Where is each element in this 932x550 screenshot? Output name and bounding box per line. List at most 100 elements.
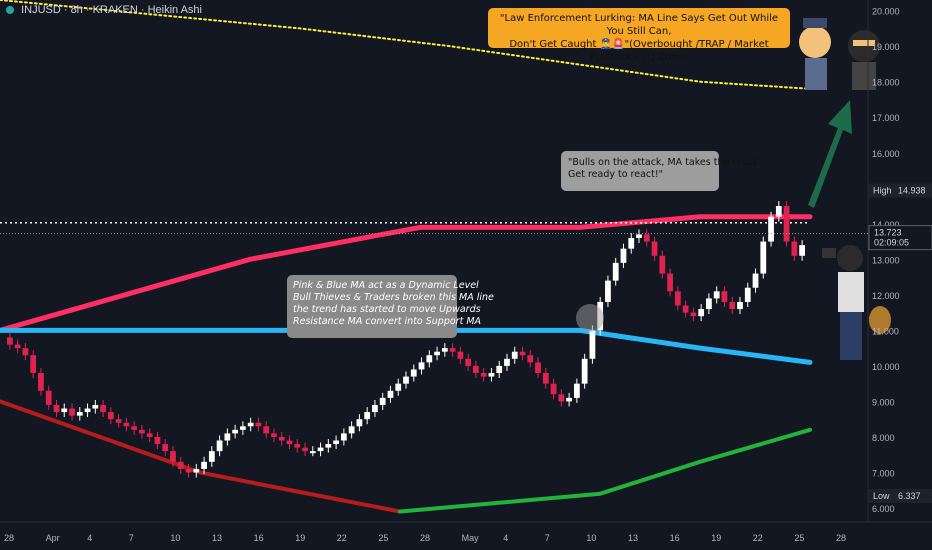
thief-mask-icon [853,40,875,46]
candle-body [426,355,433,363]
candle-body [170,451,176,462]
time-tick-label: 10 [586,533,596,543]
candle-body [84,408,91,413]
candle-body [263,426,270,434]
candle-body [504,358,510,366]
candle-body [107,412,114,420]
time-scale[interactable]: 28 Apr 4 7 10 13 16 19 22 25 28 May 4 7 10 13 16 19 22 25 28 [0,521,932,543]
candle-body [434,351,440,356]
candle-body [465,358,472,366]
time-tick-label: 7 [129,533,134,543]
candle-body [216,440,223,452]
candle-body [364,412,371,420]
candle-body [201,461,207,469]
thief-legs-icon [840,312,862,360]
time-tick-label: 19 [711,533,721,543]
price-tick-label: 8.000 [872,433,895,443]
candle-body [333,440,339,445]
time-tick-label: 4 [87,533,92,543]
thief-bottom-icon [837,245,863,271]
countdown-value: 02:09:05 [874,238,909,248]
thief-top-body-icon [852,62,876,90]
up-arrow-icon [808,100,852,208]
candle-body [340,433,347,441]
candle-body [573,383,580,398]
candle-body [302,447,308,452]
candle-body [620,248,627,263]
candle-body [752,273,759,288]
candle-body [395,383,402,391]
time-tick-label: 22 [753,533,763,543]
candle-body [682,305,689,313]
candle-body [7,337,13,345]
ma-line [398,427,812,514]
callout-ma-line2: Bull Thieves & Traders broken this MA li… [293,292,494,303]
price-scale[interactable]: 20.00019.00018.00017.00016.00015.00014.0… [0,0,932,522]
candle-body [535,362,541,374]
candle-body [76,412,83,416]
candle-body [131,426,138,430]
candle-body [799,245,805,256]
time-tick-label: May [462,533,480,543]
callout-bulls-line1: "Bulls on the attack, MA takes the crack… [568,157,762,168]
candle-body [488,373,495,377]
high-label: High [873,185,892,195]
candle-body [271,433,277,437]
time-tick-label: 19 [295,533,305,543]
current-price-value: 13.723 [874,228,902,238]
candle-body [698,309,705,317]
price-tick-label: 17.000 [872,113,900,123]
candle-body [542,373,549,384]
time-tick-label: 10 [170,533,180,543]
candle-body [38,373,44,391]
candle-body [325,444,332,448]
binoculars-icon [822,248,836,258]
time-tick-label: 25 [794,533,804,543]
candle-body [317,447,324,452]
price-tick-label: 16.000 [872,149,900,159]
price-tick-label: 9.000 [872,397,895,407]
low-tag [869,489,932,504]
candle-body [177,461,184,469]
candle-body [185,468,192,473]
candle-body [566,397,572,402]
candle-body [14,344,21,349]
candle-body [737,301,743,310]
candle-body [441,348,448,352]
price-tick-label: 11.000 [872,326,899,336]
candle-body [410,369,417,377]
candle-body [674,291,681,306]
candle-body [146,433,153,437]
price-tick-label: 19.000 [872,42,900,52]
police-icon [799,26,831,58]
price-tick-label: 18.000 [872,78,900,88]
candle-body [379,397,386,405]
candle-body [783,206,790,242]
ma-line [0,0,811,90]
candle-body [255,422,262,427]
price-tick-label: 20.000 [872,7,900,17]
candle-body [387,390,394,398]
police-hat-icon [803,18,827,28]
candle-body [636,234,642,239]
candle-body [278,436,285,441]
candle-body [294,444,301,448]
price-tick-label: 7.000 [872,468,895,478]
money-bag-icon [869,306,891,334]
low-label: Low [873,491,890,501]
candle-body [775,206,782,217]
overlays [576,18,891,360]
time-tick-label: Apr [46,533,60,543]
candle-body [550,383,557,395]
candle-body [791,241,798,256]
time-tick-label: 22 [337,533,347,543]
candle-body [356,419,363,427]
candle-body [240,426,246,430]
time-tick-label: 13 [628,533,638,543]
price-tick-label: 12.000 [872,291,900,301]
candle-body [651,241,658,256]
chart-title: INJUSD · 8h · KRAKEN · Heikin Ashi [21,4,202,16]
candle-body [729,301,736,310]
candle-body [690,312,697,317]
